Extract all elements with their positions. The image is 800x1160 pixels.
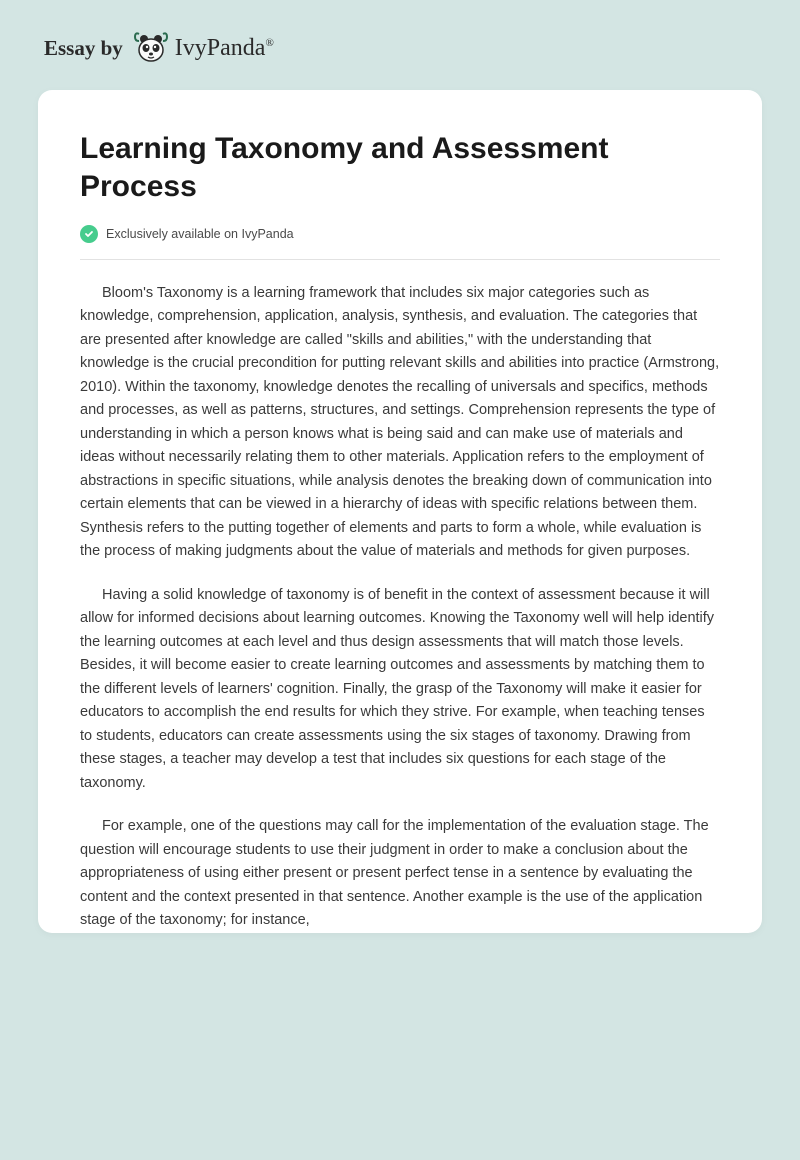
brand-logo[interactable]: IvyPanda® <box>133 30 274 66</box>
registered-mark: ® <box>265 37 273 49</box>
body-paragraph: Having a solid knowledge of taxonomy is … <box>80 584 720 795</box>
availability-badge: Exclusively available on IvyPanda <box>80 225 720 260</box>
body-paragraph: Bloom's Taxonomy is a learning framework… <box>80 282 720 564</box>
essay-by-label: Essay by <box>44 36 123 61</box>
check-icon <box>80 225 98 243</box>
panda-icon <box>133 30 169 66</box>
header-bar: Essay by IvyPanda® <box>38 30 762 66</box>
page-title: Learning Taxonomy and Assessment Process <box>80 130 720 205</box>
document-card: Learning Taxonomy and Assessment Process… <box>38 90 762 933</box>
badge-text: Exclusively available on IvyPanda <box>106 227 294 241</box>
brand-name: IvyPanda® <box>175 35 274 62</box>
body-paragraph: For example, one of the questions may ca… <box>80 815 720 932</box>
